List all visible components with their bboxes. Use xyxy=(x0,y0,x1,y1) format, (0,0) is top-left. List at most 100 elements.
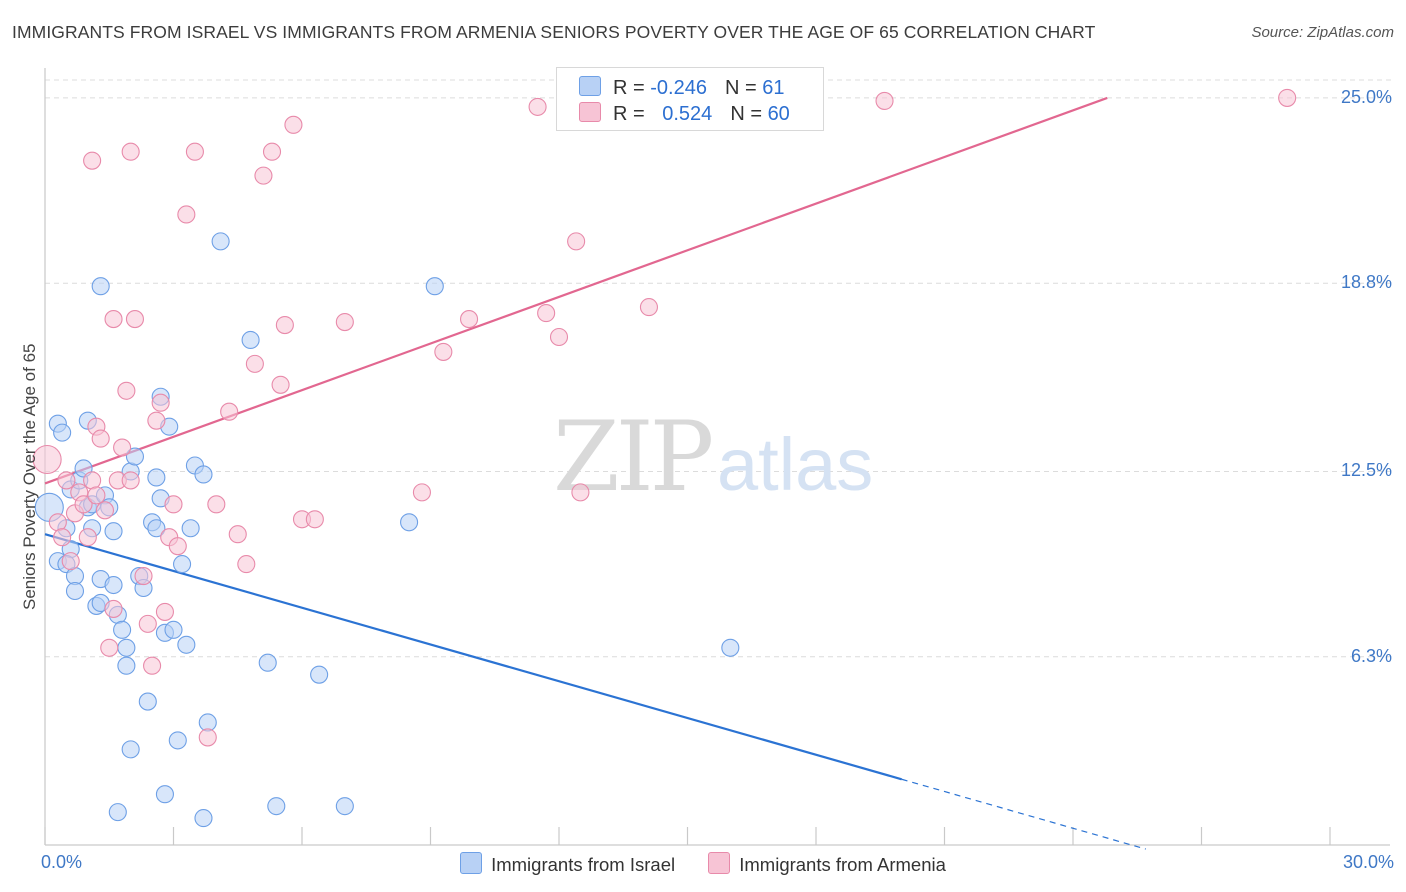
point-israel-59 xyxy=(335,797,354,816)
series-legend-armenia: Immigrants from Armenia xyxy=(708,852,946,876)
point-israel-10 xyxy=(65,581,85,601)
point-israel-38 xyxy=(168,731,187,750)
point-armenia-7 xyxy=(74,495,93,514)
source-credit: Source: ZipAtlas.com xyxy=(1251,24,1394,41)
point-armenia-9 xyxy=(83,471,102,490)
point-armenia-15 xyxy=(104,599,123,618)
point-armenia-34 xyxy=(220,402,239,421)
point-armenia-40 xyxy=(271,375,290,394)
legend-armenia-n-label: N = xyxy=(730,103,768,125)
point-armenia-48 xyxy=(459,310,479,329)
point-israel-37 xyxy=(164,620,183,639)
point-armenia-41 xyxy=(275,315,294,335)
legend-armenia-n-value: 60 xyxy=(767,103,790,125)
point-israel-25 xyxy=(117,656,136,675)
point-armenia-17 xyxy=(113,438,132,457)
point-armenia-1 xyxy=(48,513,67,532)
point-armenia-18 xyxy=(117,381,136,400)
legend-israel-n-value: 61 xyxy=(762,77,785,99)
series-legend-israel: Immigrants from Israel xyxy=(460,852,675,876)
point-armenia-59 xyxy=(104,310,123,329)
point-armenia-57 xyxy=(83,151,102,170)
point-israel-60 xyxy=(721,638,740,657)
point-israel-51 xyxy=(91,277,110,296)
point-israel-48 xyxy=(310,665,329,684)
trend-line-armenia xyxy=(44,96,1108,485)
point-armenia-52 xyxy=(567,232,586,251)
legend-armenia-r-label: R = xyxy=(613,103,651,125)
point-israel-46 xyxy=(241,330,260,350)
point-armenia-55 xyxy=(875,91,894,110)
point-armenia-39 xyxy=(262,142,282,161)
point-armenia-49 xyxy=(528,97,547,116)
series-swatch-israel xyxy=(460,852,483,874)
point-israel-39 xyxy=(173,555,192,574)
legend-swatch-israel xyxy=(579,76,601,96)
point-armenia-25 xyxy=(151,393,170,412)
y-tick-label-1: 12.5% xyxy=(1340,460,1392,481)
point-armenia-28 xyxy=(164,495,183,514)
point-armenia-56 xyxy=(1278,88,1297,107)
point-israel-20 xyxy=(104,575,123,595)
legend-israel-r-label: R = xyxy=(613,77,651,99)
point-israel-43 xyxy=(194,465,213,484)
point-armenia-35 xyxy=(228,525,247,544)
point-israel-40 xyxy=(177,635,196,654)
point-israel-32 xyxy=(147,519,166,538)
point-israel-45 xyxy=(211,232,230,251)
point-armenia-24 xyxy=(147,411,166,430)
point-armenia-36 xyxy=(237,555,256,574)
trend-line-israel-extension xyxy=(901,778,1146,850)
point-israel-50 xyxy=(425,277,444,296)
y-tick-label-3: 25.0% xyxy=(1340,86,1392,107)
point-armenia-13 xyxy=(95,501,115,520)
point-armenia-8 xyxy=(78,528,97,547)
y-tick-label-2: 18.8% xyxy=(1340,272,1392,293)
point-armenia-14 xyxy=(100,638,119,657)
legend-israel-r-value: -0.246 xyxy=(650,77,707,99)
point-armenia-3 xyxy=(57,471,76,490)
x-tick-label-0: 0.0% xyxy=(41,852,83,872)
trend-line-israel xyxy=(44,533,902,781)
legend-israel-n-label: N = xyxy=(724,77,763,99)
point-armenia-33 xyxy=(207,495,226,514)
point-armenia-30 xyxy=(177,205,196,224)
chart-title: IMMIGRANTS FROM ISRAEL VS IMMIGRANTS FRO… xyxy=(12,22,1096,42)
watermark: ZIP atlas xyxy=(553,401,873,513)
point-israel-23 xyxy=(113,620,132,639)
point-armenia-44 xyxy=(305,510,324,529)
point-israel-3 xyxy=(53,423,72,442)
point-armenia-37 xyxy=(245,354,264,373)
point-armenia-20 xyxy=(125,310,144,329)
point-israel-24 xyxy=(117,638,136,657)
point-armenia-29 xyxy=(168,537,187,556)
point-israel-57 xyxy=(194,809,213,828)
series-swatch-armenia xyxy=(708,852,731,874)
point-israel-27 xyxy=(125,447,144,466)
data-points xyxy=(32,88,1297,828)
point-armenia-0 xyxy=(32,444,62,475)
point-israel-58 xyxy=(267,797,286,816)
point-israel-54 xyxy=(121,740,140,759)
point-armenia-4 xyxy=(61,552,80,571)
x-tick-label-1: 30.0% xyxy=(1342,852,1394,872)
point-armenia-26 xyxy=(155,602,174,621)
point-armenia-10 xyxy=(87,486,106,505)
series-legend-armenia-label: Immigrants from Armenia xyxy=(739,854,946,875)
point-israel-49 xyxy=(400,513,419,532)
point-israel-56 xyxy=(155,785,174,804)
point-armenia-46 xyxy=(412,483,431,502)
point-israel-30 xyxy=(138,692,157,711)
point-armenia-21 xyxy=(134,567,153,586)
point-armenia-45 xyxy=(335,313,354,332)
point-armenia-19 xyxy=(121,471,140,490)
point-israel-33 xyxy=(147,468,166,487)
legend-swatch-armenia xyxy=(579,102,601,122)
point-armenia-2 xyxy=(53,528,72,547)
point-armenia-23 xyxy=(143,656,162,675)
legend-row-israel: R = -0.246 N = 61 xyxy=(579,76,785,99)
y-axis-label: Seniors Poverty Over the Age of 65 xyxy=(20,343,39,610)
trend-lines xyxy=(44,96,1146,850)
point-armenia-54 xyxy=(639,298,659,317)
